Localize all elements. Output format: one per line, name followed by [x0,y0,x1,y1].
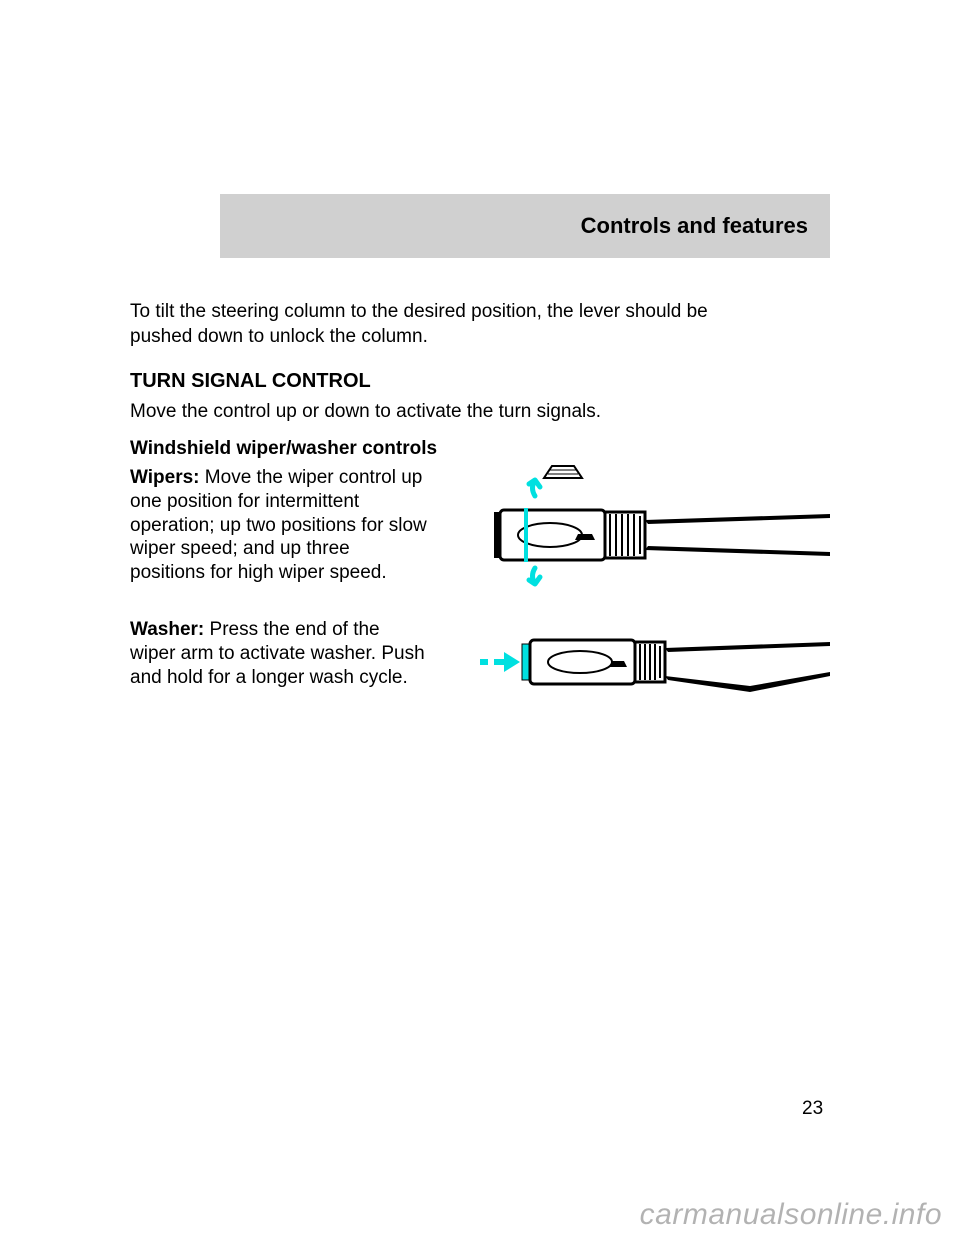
stalk-shaft-bottom [645,546,830,556]
heading-wiper-washer: Windshield wiper/washer controls [130,438,437,460]
washer-paragraph: Washer: Press the end of the wiper arm t… [130,618,460,689]
wiper-paragraph: Wipers: Move the wiper control up one po… [130,466,460,585]
wiper-icon [609,661,627,667]
lead-line-2: pushed down to unlock the column. [130,325,830,349]
lead-line-1: To tilt the steering column to the desir… [130,300,830,324]
washer-text-1: Press the end of the [210,619,380,640]
section-header-title: Controls and features [581,213,808,239]
stalk-shaft-top [645,514,830,524]
page-number: 23 [802,1098,823,1120]
watermark-text: carmanualsonline.info [0,1198,960,1232]
wiper-text-2: one position for intermittent [130,491,359,512]
rotate-axis-indicator [524,508,528,562]
push-arrow-icon [480,652,520,672]
section-header-band: Controls and features [220,194,830,258]
wiper-text-1: Move the wiper control up [205,467,423,488]
lead-2: Move the control up or down to activate … [130,400,830,424]
washer-label: Washer: [130,619,204,640]
rotate-arrow-down-icon [529,568,540,584]
stalk-end-cap [494,512,500,558]
stalk-shaft-bottom [665,672,830,692]
wiper-text-5: positions for high wiper speed. [130,562,387,583]
washer-push-illustration [480,614,830,714]
wiper-text-4: wiper speed; and up three [130,538,350,559]
wiper-icon [575,534,595,540]
heading-turn-signal: TURN SIGNAL CONTROL [130,370,371,393]
wiper-label: Wipers: [130,467,200,488]
washer-text-2: wiper arm to activate washer. Push [130,643,425,664]
stalk-collar [605,512,645,558]
stalk-collar [635,642,665,682]
washer-text-3: and hold for a longer wash cycle. [130,667,408,688]
wiper-rotate-illustration [480,460,830,600]
wiper-text-3: operation; up two positions for slow [130,515,427,536]
windshield-icon [544,466,582,478]
stalk-shaft-top [665,642,830,652]
rotate-arrow-up-icon [529,480,540,496]
